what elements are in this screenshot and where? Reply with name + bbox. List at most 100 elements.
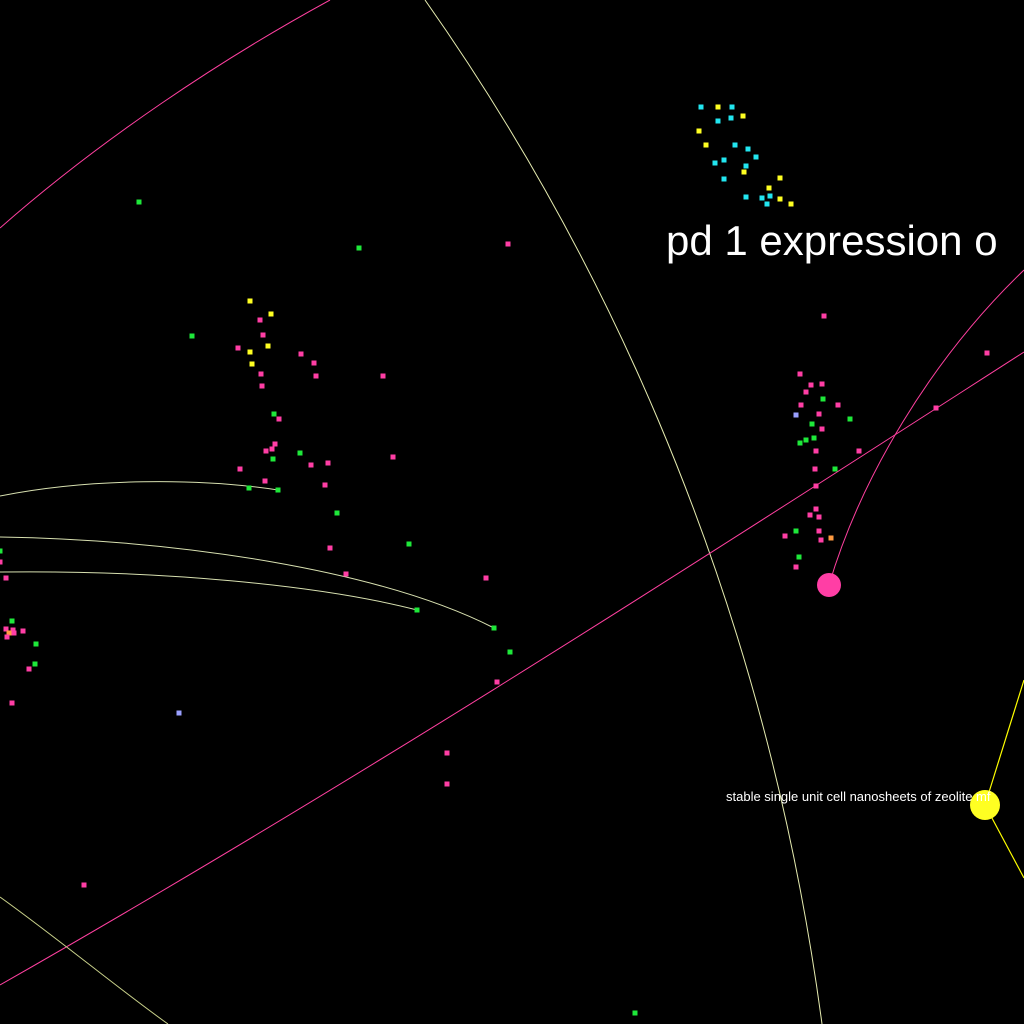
green-node-dot[interactable]: [32, 661, 38, 667]
pink-node-dot[interactable]: [813, 448, 819, 454]
pink-node-dot[interactable]: [816, 528, 822, 534]
green-node-dot[interactable]: [189, 333, 195, 339]
green-node-dot[interactable]: [270, 456, 276, 462]
green-node-dot[interactable]: [275, 487, 281, 493]
green-node-dot[interactable]: [847, 416, 853, 422]
green-node-dot[interactable]: [811, 435, 817, 441]
pink-node-dot[interactable]: [325, 460, 331, 466]
pink-node-dot[interactable]: [322, 482, 328, 488]
green-node-dot[interactable]: [406, 541, 412, 547]
pink-node-dot[interactable]: [262, 478, 268, 484]
pink-node-dot[interactable]: [494, 679, 500, 685]
pink-node-dot[interactable]: [821, 313, 827, 319]
cyan-node-dot[interactable]: [743, 194, 749, 200]
pink-node-dot[interactable]: [816, 514, 822, 520]
cyan-node-dot[interactable]: [729, 104, 735, 110]
orange-node-dot[interactable]: [6, 630, 12, 636]
pink-node-dot[interactable]: [20, 628, 26, 634]
pink-node-dot[interactable]: [797, 371, 803, 377]
yellow-node-dot[interactable]: [777, 175, 783, 181]
yellow-node-dot[interactable]: [740, 113, 746, 119]
pink-node-dot[interactable]: [808, 382, 814, 388]
green-node-dot[interactable]: [334, 510, 340, 516]
green-node-dot[interactable]: [414, 607, 420, 613]
green-node-dot[interactable]: [491, 625, 497, 631]
green-node-dot[interactable]: [820, 396, 826, 402]
cyan-node-dot[interactable]: [721, 157, 727, 163]
green-node-dot[interactable]: [246, 485, 252, 491]
pink-node-dot[interactable]: [260, 332, 266, 338]
pink-node-dot[interactable]: [813, 483, 819, 489]
pink-node-dot[interactable]: [269, 446, 275, 452]
yellow-node-dot[interactable]: [766, 185, 772, 191]
yellow-node-dot[interactable]: [268, 311, 274, 317]
yellow-node-dot[interactable]: [703, 142, 709, 148]
cyan-node-dot[interactable]: [767, 193, 773, 199]
cyan-node-dot[interactable]: [728, 115, 734, 121]
green-node-dot[interactable]: [507, 649, 513, 655]
pink-node-dot[interactable]: [813, 506, 819, 512]
pink-node-dot[interactable]: [390, 454, 396, 460]
pink-node-dot[interactable]: [3, 626, 9, 632]
pink-node-dot[interactable]: [276, 416, 282, 422]
yellow-node-dot[interactable]: [247, 298, 253, 304]
pink-node-dot[interactable]: [444, 750, 450, 756]
yellow-node-dot[interactable]: [247, 349, 253, 355]
pink-node-dot[interactable]: [298, 351, 304, 357]
yellow-hub-node[interactable]: [970, 790, 1000, 820]
pink-node-dot[interactable]: [483, 575, 489, 581]
lavender-node-dot[interactable]: [793, 412, 799, 418]
yellow-node-dot[interactable]: [788, 201, 794, 207]
pink-node-dot[interactable]: [11, 630, 17, 636]
green-node-dot[interactable]: [271, 411, 277, 417]
cyan-node-dot[interactable]: [753, 154, 759, 160]
pink-node-dot[interactable]: [444, 781, 450, 787]
green-node-dot[interactable]: [832, 466, 838, 472]
pink-node-dot[interactable]: [803, 389, 809, 395]
cyan-node-dot[interactable]: [712, 160, 718, 166]
yellow-node-dot[interactable]: [741, 169, 747, 175]
cyan-node-dot[interactable]: [732, 142, 738, 148]
green-node-dot[interactable]: [796, 554, 802, 560]
pink-node-dot[interactable]: [3, 575, 9, 581]
green-node-dot[interactable]: [356, 245, 362, 251]
pink-node-dot[interactable]: [257, 317, 263, 323]
pink-node-dot[interactable]: [272, 441, 278, 447]
lavender-node-dot[interactable]: [176, 710, 182, 716]
yellow-node-dot[interactable]: [265, 343, 271, 349]
green-node-dot[interactable]: [33, 641, 39, 647]
pink-node-dot[interactable]: [812, 466, 818, 472]
pink-node-dot[interactable]: [984, 350, 990, 356]
pink-node-dot[interactable]: [313, 373, 319, 379]
pink-node-dot[interactable]: [4, 634, 10, 640]
pink-node-dot[interactable]: [26, 666, 32, 672]
yellow-node-dot[interactable]: [715, 104, 721, 110]
pink-node-dot[interactable]: [782, 533, 788, 539]
pink-node-dot[interactable]: [0, 559, 3, 565]
cyan-node-dot[interactable]: [721, 176, 727, 182]
pink-node-dot[interactable]: [259, 383, 265, 389]
pink-node-dot[interactable]: [856, 448, 862, 454]
green-node-dot[interactable]: [9, 618, 15, 624]
cyan-node-dot[interactable]: [698, 104, 704, 110]
green-node-dot[interactable]: [632, 1010, 638, 1016]
pink-node-dot[interactable]: [235, 345, 241, 351]
pink-node-dot[interactable]: [835, 402, 841, 408]
yellow-node-dot[interactable]: [696, 128, 702, 134]
pink-node-dot[interactable]: [819, 426, 825, 432]
pink-node-dot[interactable]: [380, 373, 386, 379]
green-node-dot[interactable]: [793, 528, 799, 534]
green-node-dot[interactable]: [809, 421, 815, 427]
pink-node-dot[interactable]: [505, 241, 511, 247]
pink-node-dot[interactable]: [237, 466, 243, 472]
cyan-node-dot[interactable]: [715, 118, 721, 124]
pink-node-dot[interactable]: [9, 700, 15, 706]
pink-node-dot[interactable]: [793, 564, 799, 570]
pink-node-dot[interactable]: [81, 882, 87, 888]
orange-node-dot[interactable]: [828, 535, 834, 541]
pink-node-dot[interactable]: [807, 512, 813, 518]
green-node-dot[interactable]: [797, 440, 803, 446]
green-node-dot[interactable]: [136, 199, 142, 205]
yellow-node-dot[interactable]: [249, 361, 255, 367]
